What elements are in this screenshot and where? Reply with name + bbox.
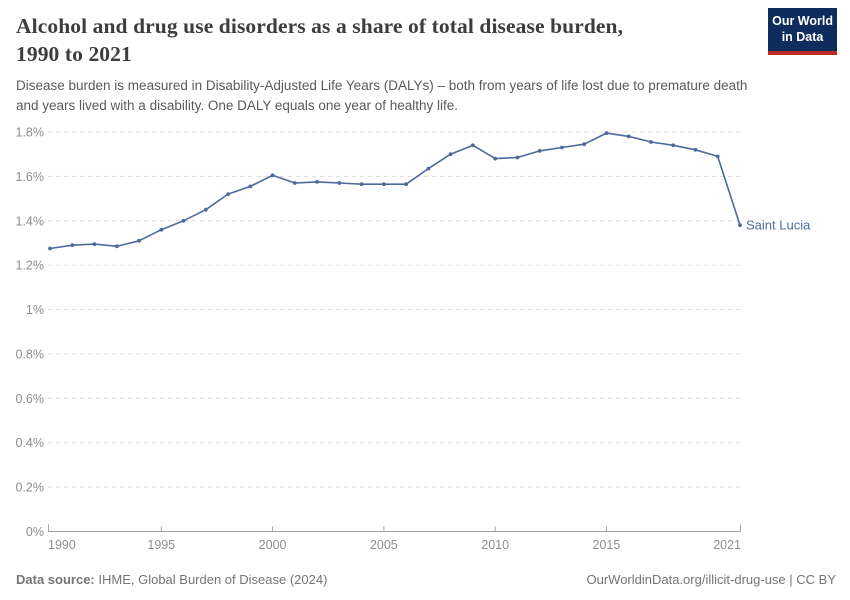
data-point[interactable] [315, 180, 319, 184]
x-tick-label: 1995 [147, 538, 175, 552]
chart-title-line1: Alcohol and drug use disorders as a shar… [16, 14, 624, 38]
data-point[interactable] [248, 184, 253, 189]
chart-title-line2: 1990 to 2021 [16, 42, 132, 67]
data-source-text: IHME, Global Burden of Disease (2024) [94, 572, 328, 587]
data-point[interactable] [270, 173, 275, 178]
data-point[interactable] [626, 134, 631, 139]
data-point[interactable] [693, 147, 698, 152]
data-point[interactable] [337, 181, 342, 185]
data-point[interactable] [671, 143, 676, 148]
owid-logo-line2: in Data [781, 30, 824, 45]
data-point[interactable] [604, 131, 609, 136]
x-tick-label: 2000 [259, 538, 287, 552]
license-text: | CC BY [785, 572, 836, 587]
data-line-saint-lucia[interactable] [49, 132, 741, 250]
y-tick-label: 1.6% [16, 170, 45, 184]
data-point[interactable] [738, 223, 742, 228]
x-tick-label: 1990 [48, 538, 76, 552]
data-point[interactable] [203, 207, 208, 212]
x-tick-label: 2021 [713, 538, 741, 552]
data-point[interactable] [537, 149, 542, 153]
data-point[interactable] [560, 145, 564, 150]
owid-logo-line1: Our World [772, 14, 833, 28]
y-tick-label: 1.4% [16, 214, 45, 228]
data-point[interactable] [382, 182, 386, 187]
data-point[interactable] [471, 143, 475, 148]
data-point[interactable] [181, 218, 186, 223]
data-point[interactable] [582, 142, 587, 147]
owid-logo[interactable]: Our World in Data [768, 8, 837, 55]
data-point[interactable] [404, 182, 408, 187]
data-point[interactable] [159, 227, 164, 232]
data-source-label: Data source: [16, 572, 95, 587]
data-point[interactable] [70, 243, 75, 248]
data-point[interactable] [493, 156, 498, 161]
x-tick-label: 2005 [370, 538, 398, 552]
y-tick-label: 0.6% [16, 392, 45, 406]
data-point[interactable] [92, 242, 97, 247]
data-point[interactable] [426, 166, 431, 171]
data-point[interactable] [515, 155, 520, 160]
chart-subtitle-line1: Disease burden is measured in Disability… [16, 78, 748, 93]
data-point[interactable] [359, 182, 364, 187]
x-tick-label: 2010 [481, 538, 509, 552]
entity-label[interactable]: Saint Lucia [746, 218, 811, 233]
data-point[interactable] [226, 192, 231, 197]
license-note: OurWorldinData.org/illicit-drug-use | CC… [586, 572, 836, 587]
owid-url-link[interactable]: OurWorldinData.org/illicit-drug-use [586, 572, 786, 587]
data-point[interactable] [48, 246, 52, 251]
data-point[interactable] [448, 152, 453, 157]
data-point[interactable] [715, 154, 720, 159]
y-tick-label: 1% [26, 303, 44, 317]
y-tick-label: 0.2% [16, 481, 45, 495]
y-tick-label: 0.4% [16, 436, 45, 450]
data-point[interactable] [137, 238, 141, 243]
chart-footer: Data source: IHME, Global Burden of Dise… [16, 572, 836, 587]
y-tick-label: 1.2% [16, 259, 45, 273]
data-point[interactable] [649, 140, 653, 144]
y-tick-label: 1.8% [16, 126, 45, 140]
data-source-note: Data source: IHME, Global Burden of Dise… [16, 572, 327, 587]
data-point[interactable] [114, 244, 119, 249]
x-tick-label: 2015 [593, 538, 621, 552]
chart-subtitle: Disease burden is measured in Disability… [16, 76, 747, 117]
chart-subtitle-line2: and years lived with a disability. One D… [16, 98, 458, 114]
chart-title: Alcohol and drug use disorders as a shar… [16, 12, 623, 69]
y-tick-label: 0% [26, 525, 44, 539]
data-point[interactable] [292, 181, 297, 185]
y-tick-label: 0.8% [16, 347, 45, 361]
